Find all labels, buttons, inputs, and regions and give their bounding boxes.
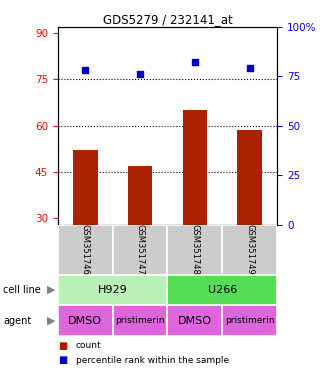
Bar: [168, 275, 277, 305]
Text: percentile rank within the sample: percentile rank within the sample: [76, 356, 229, 365]
Bar: [113, 305, 168, 336]
Text: DMSO: DMSO: [68, 316, 102, 326]
Text: ▶: ▶: [47, 285, 55, 295]
Bar: [113, 225, 168, 275]
Bar: [73, 151, 98, 225]
Bar: [168, 225, 222, 275]
Bar: [128, 166, 152, 225]
Point: [192, 60, 198, 66]
Text: GSM351749: GSM351749: [245, 224, 254, 275]
Bar: [222, 225, 277, 275]
Text: ■: ■: [58, 341, 67, 351]
Title: GDS5279 / 232141_at: GDS5279 / 232141_at: [103, 13, 232, 26]
Bar: [182, 110, 207, 225]
Bar: [237, 131, 262, 225]
Text: agent: agent: [3, 316, 32, 326]
Bar: [58, 275, 168, 305]
Text: cell line: cell line: [3, 285, 41, 295]
Point: [82, 67, 88, 73]
Point: [247, 65, 252, 71]
Bar: [58, 305, 113, 336]
Text: ▶: ▶: [47, 316, 55, 326]
Text: ■: ■: [58, 355, 67, 365]
Bar: [168, 305, 222, 336]
Text: GSM351748: GSM351748: [190, 224, 199, 275]
Bar: [222, 305, 277, 336]
Text: pristimerin: pristimerin: [225, 316, 275, 325]
Text: count: count: [76, 341, 102, 350]
Text: GSM351747: GSM351747: [136, 224, 145, 275]
Point: [137, 71, 143, 78]
Text: GSM351746: GSM351746: [81, 224, 90, 275]
Text: H929: H929: [98, 285, 127, 295]
Text: U266: U266: [208, 285, 237, 295]
Bar: [58, 225, 113, 275]
Text: DMSO: DMSO: [178, 316, 212, 326]
Text: pristimerin: pristimerin: [115, 316, 165, 325]
